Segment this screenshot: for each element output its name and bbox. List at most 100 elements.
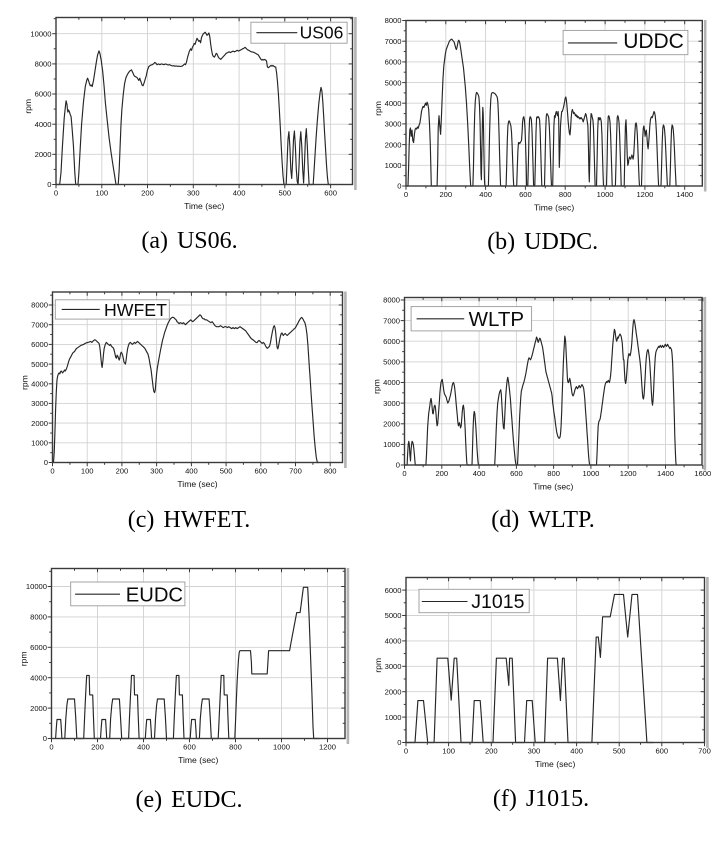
svg-text:Time (sec): Time (sec) bbox=[535, 759, 575, 769]
svg-text:1200: 1200 bbox=[620, 469, 637, 478]
svg-text:3000: 3000 bbox=[385, 120, 402, 129]
svg-text:8000: 8000 bbox=[30, 613, 47, 622]
svg-text:rpm: rpm bbox=[23, 99, 33, 114]
svg-text:600: 600 bbox=[324, 188, 337, 197]
svg-text:0: 0 bbox=[402, 469, 406, 478]
svg-text:5000: 5000 bbox=[383, 358, 400, 367]
svg-text:6000: 6000 bbox=[385, 586, 402, 595]
svg-text:0: 0 bbox=[397, 738, 401, 747]
svg-text:rpm: rpm bbox=[372, 379, 382, 394]
svg-text:200: 200 bbox=[435, 469, 448, 478]
svg-text:600: 600 bbox=[183, 742, 196, 751]
svg-text:300: 300 bbox=[528, 746, 541, 755]
svg-text:700: 700 bbox=[289, 466, 302, 475]
svg-text:600: 600 bbox=[655, 746, 668, 755]
svg-text:200: 200 bbox=[485, 746, 498, 755]
svg-text:1000: 1000 bbox=[582, 469, 599, 478]
svg-text:100: 100 bbox=[95, 188, 108, 197]
svg-text:UDDC: UDDC bbox=[623, 30, 684, 53]
svg-text:7000: 7000 bbox=[383, 316, 400, 325]
svg-text:300: 300 bbox=[187, 188, 200, 197]
svg-text:Time (sec): Time (sec) bbox=[533, 482, 573, 492]
svg-text:rpm: rpm bbox=[19, 651, 29, 666]
svg-text:4000: 4000 bbox=[30, 673, 47, 682]
svg-text:800: 800 bbox=[559, 190, 572, 199]
svg-text:1600: 1600 bbox=[694, 469, 711, 478]
svg-text:200: 200 bbox=[116, 466, 129, 475]
svg-text:1400: 1400 bbox=[657, 469, 674, 478]
svg-text:4000: 4000 bbox=[383, 378, 400, 387]
svg-text:8000: 8000 bbox=[35, 60, 52, 69]
svg-text:800: 800 bbox=[324, 466, 337, 475]
svg-text:800: 800 bbox=[547, 469, 560, 478]
svg-text:1200: 1200 bbox=[636, 190, 653, 199]
svg-text:0: 0 bbox=[396, 461, 400, 470]
svg-text:2000: 2000 bbox=[383, 419, 400, 428]
svg-text:0: 0 bbox=[44, 458, 48, 467]
svg-text:400: 400 bbox=[185, 466, 198, 475]
svg-text:6000: 6000 bbox=[31, 340, 48, 349]
svg-text:700: 700 bbox=[698, 746, 711, 755]
svg-text:10000: 10000 bbox=[30, 29, 51, 38]
svg-text:1000: 1000 bbox=[385, 161, 402, 170]
svg-text:1400: 1400 bbox=[676, 190, 693, 199]
svg-text:800: 800 bbox=[229, 742, 242, 751]
svg-text:400: 400 bbox=[479, 190, 492, 199]
svg-text:1000: 1000 bbox=[597, 190, 614, 199]
svg-text:2000: 2000 bbox=[35, 150, 52, 159]
svg-text:300: 300 bbox=[150, 466, 163, 475]
svg-text:3000: 3000 bbox=[383, 399, 400, 408]
svg-text:600: 600 bbox=[519, 190, 532, 199]
svg-text:8000: 8000 bbox=[385, 16, 402, 25]
svg-text:2000: 2000 bbox=[385, 687, 402, 696]
svg-text:2000: 2000 bbox=[31, 419, 48, 428]
svg-text:4000: 4000 bbox=[385, 99, 402, 108]
svg-text:8000: 8000 bbox=[383, 296, 400, 305]
svg-text:400: 400 bbox=[473, 469, 486, 478]
svg-text:0: 0 bbox=[50, 466, 54, 475]
svg-text:3000: 3000 bbox=[385, 662, 402, 671]
svg-text:4000: 4000 bbox=[31, 379, 48, 388]
svg-text:US06: US06 bbox=[300, 22, 344, 42]
svg-text:4000: 4000 bbox=[385, 637, 402, 646]
svg-text:6000: 6000 bbox=[35, 90, 52, 99]
svg-text:4000: 4000 bbox=[35, 120, 52, 129]
svg-text:EUDC: EUDC bbox=[126, 584, 183, 606]
svg-text:500: 500 bbox=[278, 188, 291, 197]
svg-text:rpm: rpm bbox=[373, 658, 383, 673]
svg-text:10000: 10000 bbox=[26, 582, 47, 591]
svg-text:7000: 7000 bbox=[385, 37, 402, 46]
svg-text:Time (sec): Time (sec) bbox=[184, 201, 224, 211]
svg-text:1000: 1000 bbox=[385, 713, 402, 722]
svg-text:600: 600 bbox=[510, 469, 523, 478]
svg-text:rpm: rpm bbox=[20, 375, 30, 390]
svg-text:0: 0 bbox=[49, 742, 53, 751]
svg-text:1000: 1000 bbox=[273, 742, 290, 751]
svg-text:1000: 1000 bbox=[383, 440, 400, 449]
svg-text:600: 600 bbox=[254, 466, 267, 475]
svg-text:7000: 7000 bbox=[31, 320, 48, 329]
svg-text:400: 400 bbox=[137, 742, 150, 751]
svg-text:400: 400 bbox=[570, 746, 583, 755]
svg-text:200: 200 bbox=[91, 742, 104, 751]
svg-text:200: 200 bbox=[439, 190, 452, 199]
svg-text:Time (sec): Time (sec) bbox=[534, 203, 574, 213]
svg-text:500: 500 bbox=[220, 466, 233, 475]
svg-text:0: 0 bbox=[404, 190, 408, 199]
svg-text:0: 0 bbox=[43, 734, 47, 743]
svg-text:HWFET: HWFET bbox=[104, 300, 167, 320]
svg-text:5000: 5000 bbox=[385, 611, 402, 620]
svg-text:100: 100 bbox=[442, 746, 455, 755]
svg-text:1200: 1200 bbox=[319, 742, 336, 751]
svg-text:5000: 5000 bbox=[31, 360, 48, 369]
svg-text:200: 200 bbox=[141, 188, 154, 197]
svg-text:0: 0 bbox=[54, 188, 58, 197]
svg-text:0: 0 bbox=[47, 180, 51, 189]
svg-text:500: 500 bbox=[613, 746, 626, 755]
svg-text:J1015: J1015 bbox=[471, 591, 524, 613]
svg-text:1000: 1000 bbox=[31, 439, 48, 448]
svg-text:rpm: rpm bbox=[373, 101, 383, 116]
svg-text:6000: 6000 bbox=[30, 643, 47, 652]
svg-text:6000: 6000 bbox=[385, 58, 402, 67]
svg-text:3000: 3000 bbox=[31, 399, 48, 408]
